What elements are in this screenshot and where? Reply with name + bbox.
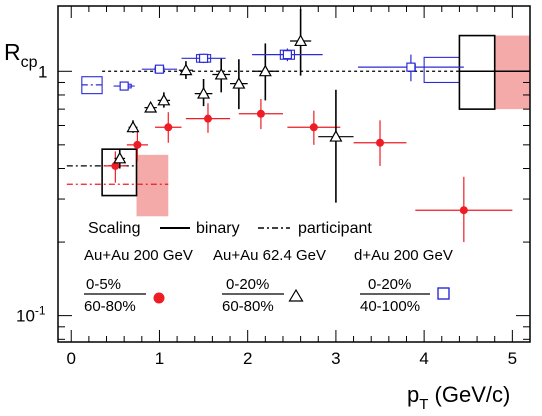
y-tick-label: 1 [38, 62, 47, 81]
legend-ratio-den-au62: 60-80% [222, 298, 274, 315]
legend-binary-label: binary [196, 220, 240, 237]
legend-ratio-num-au200: 0-5% [86, 276, 121, 293]
x-tick-label: 4 [419, 349, 428, 368]
data-point [232, 76, 246, 89]
legend-ratio-den-au200: 60-80% [84, 298, 136, 315]
data-point [111, 161, 120, 170]
data-point [179, 63, 193, 76]
data-point [133, 140, 142, 149]
shaded-band [136, 154, 169, 217]
data-point [154, 64, 165, 74]
plot-frame [57, 5, 531, 343]
legend-participant-label: participant [298, 220, 372, 237]
shaded-band [494, 35, 530, 110]
data-point [406, 62, 416, 72]
data-point [256, 109, 265, 118]
y-tick-label: 10-1 [16, 304, 46, 326]
legend-scaling-label: Scaling [88, 220, 140, 237]
x-tick-label: 0 [66, 349, 75, 368]
data-point [214, 67, 228, 80]
data-series [103, 8, 513, 243]
x-tick-label: 2 [243, 349, 252, 368]
data-point [157, 93, 171, 106]
legend-marker-au200 [153, 292, 165, 304]
systematic-box [423, 56, 460, 84]
data-point [459, 206, 468, 215]
data-point [164, 123, 173, 132]
legend-marker-dau [437, 287, 450, 300]
data-point [119, 81, 129, 91]
x-tick-label: 3 [331, 349, 340, 368]
legend-system-au200: Au+Au 200 GeV [84, 247, 193, 264]
data-point [294, 34, 308, 47]
legend-ratio-num-dau: 0-20% [368, 276, 411, 293]
data-point [282, 50, 292, 60]
shaded-bands [136, 35, 530, 217]
x-axis-label: pT (GeV/c) [407, 382, 510, 413]
tick-marks: 0 1 2 3 4 5 1 10-1 [16, 6, 530, 368]
data-point [203, 114, 212, 123]
systematic-box [458, 34, 496, 110]
legend: Scaling binary participant Au+Au 200 GeV… [84, 220, 453, 315]
data-point [376, 138, 385, 147]
axes [57, 5, 531, 343]
data-point [144, 100, 158, 113]
data-point [198, 53, 209, 63]
legend-ratio-den-dau: 40-100% [360, 298, 420, 315]
data-point [329, 129, 343, 142]
x-tick-label: 1 [155, 349, 164, 368]
x-tick-label: 5 [508, 349, 517, 368]
data-point [126, 120, 140, 133]
legend-ratio-num-au62: 0-20% [226, 276, 269, 293]
data-point [113, 151, 127, 164]
data-point [258, 64, 272, 77]
legend-system-au62: Au+Au 62.4 GeV [213, 247, 326, 264]
data-point [309, 123, 318, 132]
legend-marker-au62 [288, 288, 304, 302]
legend-system-dau200: d+Au 200 GeV [354, 247, 453, 264]
data-point [197, 86, 211, 99]
y-axis-label: Rcp [4, 39, 38, 71]
